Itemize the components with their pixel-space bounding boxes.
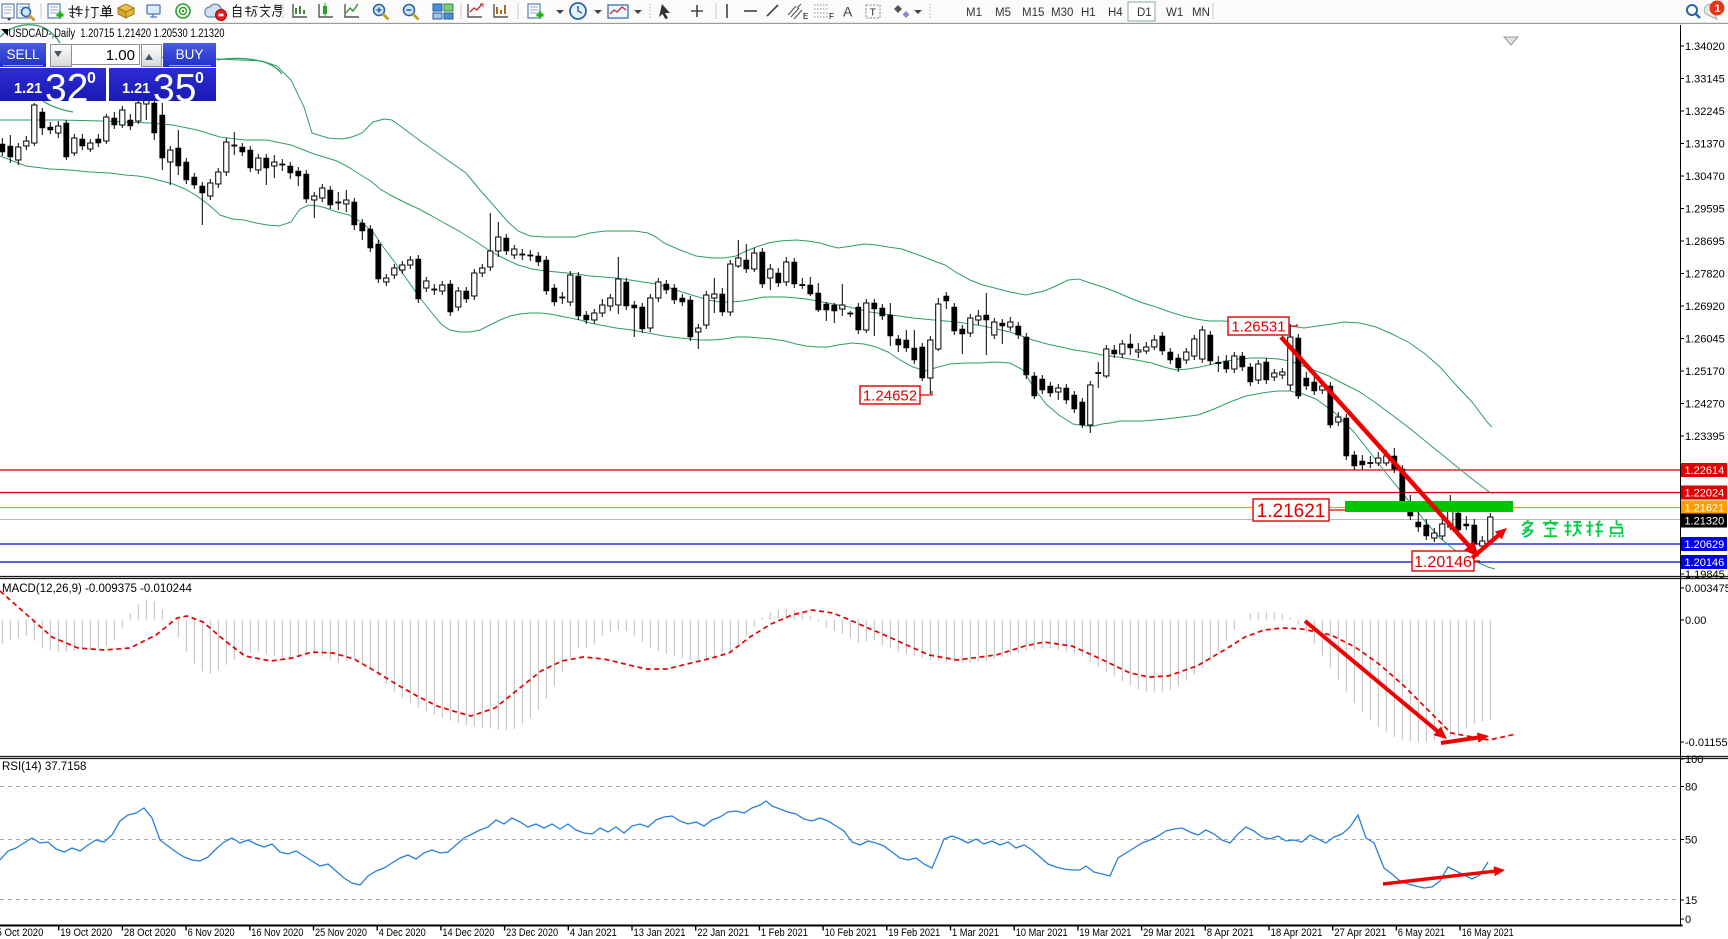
svg-text:1.20146: 1.20146 [1685,557,1725,569]
svg-text:1.21621: 1.21621 [1257,501,1326,522]
svg-text:80: 80 [1685,782,1697,794]
svg-text:1.24652: 1.24652 [863,387,917,404]
svg-text:6 May 2021: 6 May 2021 [1398,927,1445,939]
svg-text:25 Nov 2020: 25 Nov 2020 [315,927,367,939]
svg-text:1.28695: 1.28695 [1685,236,1725,248]
svg-text:1 Feb 2021: 1 Feb 2021 [761,927,808,939]
svg-text:10 Feb 2021: 10 Feb 2021 [825,927,877,939]
svg-text:4 Dec 2020: 4 Dec 2020 [379,927,426,939]
svg-text:4 Jan 2021: 4 Jan 2021 [570,927,617,939]
svg-text:1.27820: 1.27820 [1685,269,1725,281]
svg-text:1.21621: 1.21621 [1685,503,1725,515]
svg-text:M30: M30 [1051,7,1073,19]
svg-text:13 Jan 2021: 13 Jan 2021 [634,927,686,939]
svg-text:1.26045: 1.26045 [1685,334,1725,346]
svg-text:H1: H1 [1081,7,1096,19]
svg-text:USDCAD-,Daily 1.20715 1.21420: USDCAD-,Daily 1.20715 1.21420 1.20530 1.… [9,28,225,40]
svg-text:1.30470: 1.30470 [1685,171,1725,183]
svg-text:M5: M5 [995,7,1011,19]
svg-text:W1: W1 [1166,7,1183,19]
svg-text:1.20629: 1.20629 [1685,539,1725,551]
svg-text:1.26920: 1.26920 [1685,301,1725,313]
svg-text:18 Apr 2021: 18 Apr 2021 [1271,927,1323,939]
svg-text:10 Mar 2021: 10 Mar 2021 [1016,927,1068,939]
svg-text:1.24270: 1.24270 [1685,399,1725,411]
svg-text:E: E [803,12,808,21]
svg-text:1.29595: 1.29595 [1685,204,1725,216]
svg-text:1.22614: 1.22614 [1685,465,1725,477]
svg-text:23 Dec 2020: 23 Dec 2020 [506,927,558,939]
svg-text:27 Apr 2021: 27 Apr 2021 [1334,927,1386,939]
svg-text:19 Mar 2021: 19 Mar 2021 [1079,927,1131,939]
svg-text:1.22024: 1.22024 [1685,488,1725,500]
svg-text:1: 1 [1715,3,1721,15]
svg-text:1.31370: 1.31370 [1685,139,1725,151]
svg-text:F: F [829,12,834,21]
svg-text:1.33145: 1.33145 [1685,74,1725,86]
svg-text:6 Nov 2020: 6 Nov 2020 [188,927,235,939]
svg-text:22 Jan 2021: 22 Jan 2021 [697,927,749,939]
svg-text:1.19845: 1.19845 [1685,569,1725,581]
svg-text:1.32245: 1.32245 [1685,106,1725,118]
svg-text:A: A [843,4,853,20]
svg-text:0.003475: 0.003475 [1685,583,1728,595]
svg-text:1.23395: 1.23395 [1685,431,1725,443]
svg-text:MN: MN [1192,7,1210,19]
svg-text:M1: M1 [966,7,982,19]
svg-text:T: T [870,7,877,19]
svg-text:19 Oct 2020: 19 Oct 2020 [60,927,112,939]
svg-text:1.25170: 1.25170 [1685,366,1725,378]
svg-text:29 Mar 2021: 29 Mar 2021 [1143,927,1195,939]
svg-text:1.34020: 1.34020 [1685,41,1725,53]
svg-text:1.26531: 1.26531 [1231,318,1285,335]
svg-text:16 May 2021: 16 May 2021 [1462,927,1514,939]
svg-text:15: 15 [1685,895,1697,907]
svg-text:19 Feb 2021: 19 Feb 2021 [888,927,940,939]
svg-text:-0.01155: -0.01155 [1685,737,1728,749]
svg-text:D1: D1 [1137,7,1152,19]
svg-text:H4: H4 [1108,7,1123,19]
svg-text:0.00: 0.00 [1685,615,1706,627]
svg-text:0: 0 [1685,914,1691,926]
svg-text:50: 50 [1685,835,1697,847]
svg-text:M15: M15 [1022,7,1044,19]
svg-text:1.20146: 1.20146 [1414,554,1472,571]
svg-text:5 Oct 2020: 5 Oct 2020 [0,927,44,939]
svg-text:8 Apr 2021: 8 Apr 2021 [1207,927,1254,939]
svg-text:16 Nov 2020: 16 Nov 2020 [251,927,303,939]
svg-text:100: 100 [1685,754,1703,766]
svg-text:MACD(12,26,9) -0.009375 -0.010: MACD(12,26,9) -0.009375 -0.010244 [2,583,192,595]
svg-text:28 Oct 2020: 28 Oct 2020 [124,927,176,939]
svg-text:14 Dec 2020: 14 Dec 2020 [442,927,494,939]
svg-text:1.21320: 1.21320 [1685,516,1725,528]
svg-text:1 Mar 2021: 1 Mar 2021 [952,927,999,939]
svg-text:RSI(14) 37.7158: RSI(14) 37.7158 [2,761,86,773]
